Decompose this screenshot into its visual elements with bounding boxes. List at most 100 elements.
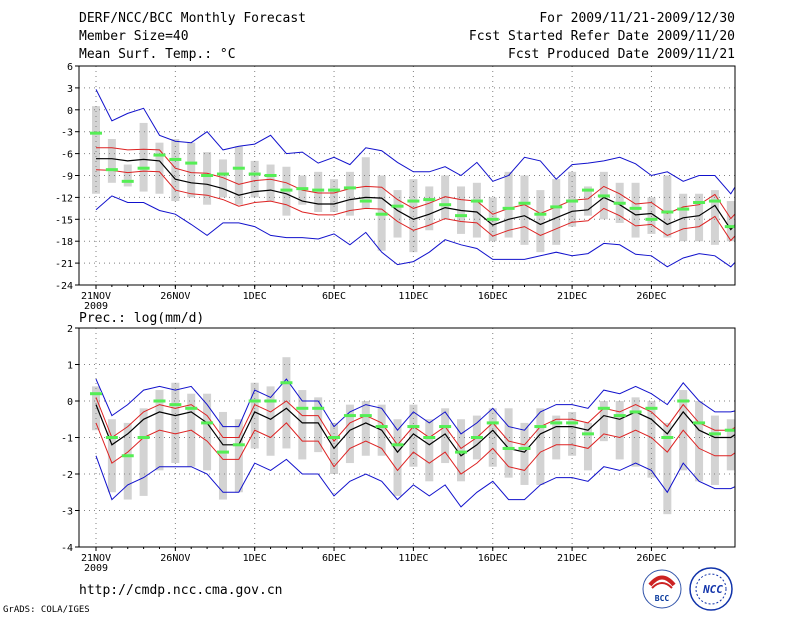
median-marker [185, 406, 198, 410]
plot-frame [78, 65, 736, 286]
median-marker [121, 454, 134, 458]
ensemble-box [441, 175, 450, 220]
median-marker [502, 206, 515, 210]
y-tick-label: -21 [55, 259, 73, 270]
median-marker [645, 217, 658, 221]
median-marker [613, 414, 626, 418]
median-marker [566, 199, 579, 203]
median-marker [629, 206, 642, 210]
median-marker [137, 436, 150, 439]
median-marker [470, 199, 483, 203]
y-tick-label: -18 [55, 237, 73, 248]
ensemble-box [203, 393, 212, 471]
ensemble-box [345, 171, 354, 216]
median-marker [518, 201, 531, 205]
median-marker [581, 188, 594, 192]
ensemble-box [393, 419, 402, 496]
ensemble-box [314, 171, 323, 212]
max-line [95, 378, 735, 435]
ensemble-box [92, 106, 100, 194]
median-marker [264, 399, 277, 403]
median-marker [391, 443, 404, 447]
median-marker [312, 188, 325, 192]
source-url[interactable]: http://cmdp.ncc.cma.gov.cn [79, 583, 283, 598]
ensemble-box [123, 422, 132, 500]
y-tick-label: -3 [61, 128, 73, 139]
x-tick-label: 16DEC [478, 291, 508, 302]
median-marker [280, 188, 293, 192]
x-tick-label: 21DEC [557, 553, 587, 564]
ensemble-box [695, 193, 704, 242]
lower-spread-line [95, 422, 735, 475]
median-marker [201, 174, 214, 177]
median-marker [312, 406, 325, 410]
ensemble-box [187, 142, 196, 198]
min-line [95, 455, 735, 508]
median-marker [105, 168, 118, 172]
y-tick-label: -3 [61, 507, 73, 518]
median-marker [486, 217, 499, 221]
x-tick-label: 21DEC [557, 291, 587, 302]
median-marker [296, 187, 309, 191]
median-marker [105, 436, 118, 439]
median-marker [677, 207, 690, 211]
y-tick-label: -4 [61, 543, 73, 554]
ensemble-box [663, 422, 672, 515]
y-tick-label: -6 [61, 150, 73, 161]
ensemble-box [615, 401, 624, 460]
median-marker [216, 172, 229, 176]
ensemble-box [218, 159, 227, 198]
median-marker [121, 179, 134, 183]
x-tick-label: 1DEC [243, 291, 267, 302]
median-marker [502, 446, 515, 450]
ensemble-box [171, 139, 180, 202]
y-tick-label: 0 [67, 397, 73, 408]
ensemble-box [393, 190, 402, 238]
ensemble-box [743, 419, 751, 445]
median-marker [566, 421, 579, 425]
ensemble-box [726, 419, 735, 471]
max-line [95, 89, 735, 195]
ensemble-box [710, 415, 719, 485]
median-marker [724, 225, 735, 229]
median-marker [296, 406, 309, 410]
ensemble-box [759, 183, 767, 241]
median-marker [201, 421, 214, 425]
ncc-logo-text: NCC [702, 583, 723, 596]
median-marker [486, 421, 499, 425]
median-marker [232, 443, 245, 447]
median-marker [708, 432, 721, 436]
median-marker [169, 403, 182, 407]
median-marker [534, 425, 547, 429]
ensemble-box [234, 146, 243, 205]
ensemble-box [631, 182, 640, 238]
ensemble-box [282, 357, 291, 449]
ensemble-box [107, 139, 116, 183]
x-tick-label: 26DEC [636, 553, 666, 564]
median-marker [153, 153, 166, 157]
y-tick-label: 2 [67, 324, 73, 335]
y-tick-label: -9 [61, 172, 73, 183]
ensemble-box [409, 404, 418, 467]
ensemble-box [330, 179, 339, 212]
median-marker [232, 166, 245, 170]
ensemble-box [568, 171, 577, 227]
y-tick-label: -24 [55, 281, 73, 292]
median-marker [423, 436, 436, 439]
x-tick-label: 21NOV [81, 291, 111, 302]
ensemble-box [583, 186, 592, 216]
median-marker [407, 199, 420, 203]
x-tick-label: 26NOV [160, 291, 190, 302]
ensemble-box [139, 122, 148, 192]
ensemble-box [631, 397, 640, 467]
ensemble-box [123, 164, 132, 187]
ensemble-box [759, 394, 767, 441]
ensemble-box [107, 419, 116, 493]
median-marker [391, 204, 404, 208]
x-tick-label: 26NOV [160, 553, 190, 564]
median-marker [757, 203, 769, 206]
median-marker [597, 406, 610, 410]
x-tick-label: 6DEC [322, 553, 346, 564]
